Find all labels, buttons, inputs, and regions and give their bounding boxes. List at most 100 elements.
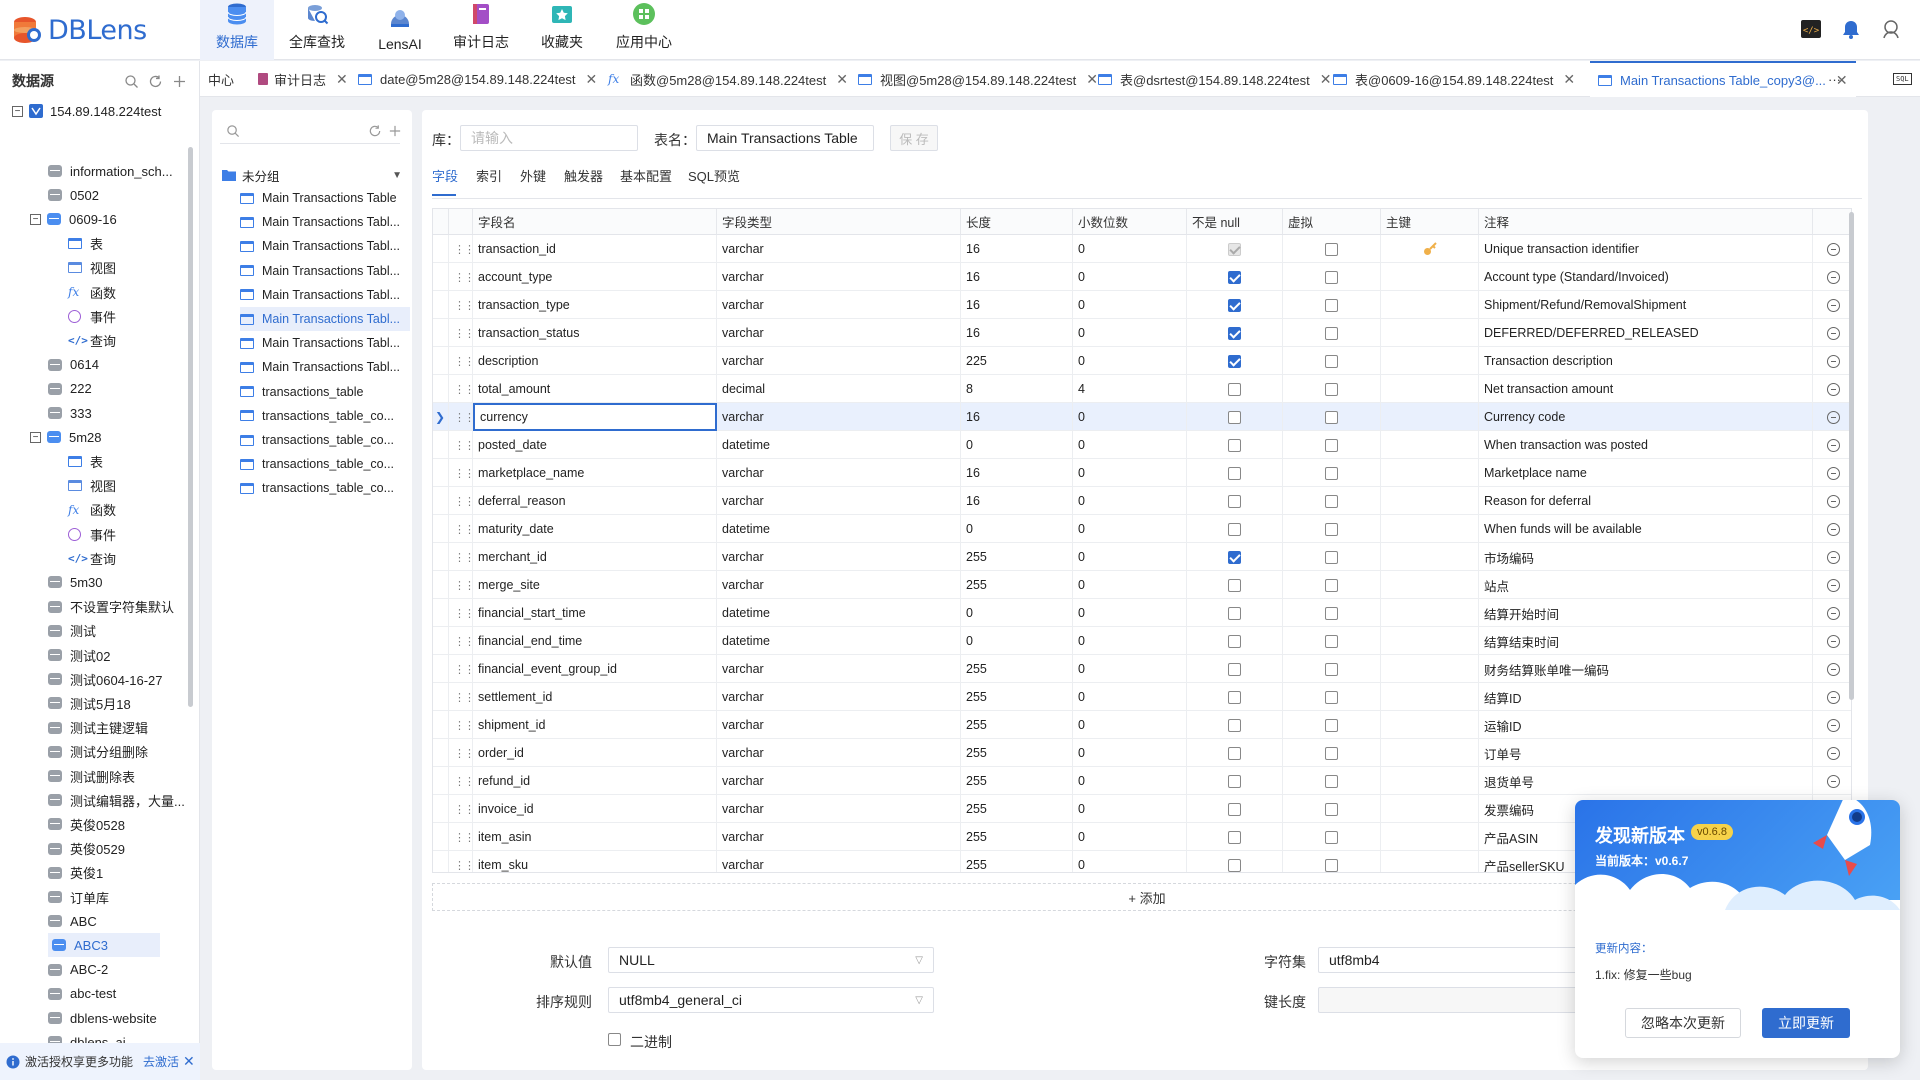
tree-item[interactable]: 事件: [68, 522, 116, 546]
tree-scrollbar[interactable]: [188, 147, 193, 707]
field-name-cell[interactable]: financial_start_time: [478, 606, 586, 620]
table-search-input[interactable]: [220, 118, 401, 144]
not-null-checkbox[interactable]: [1228, 438, 1241, 452]
field-name-cell[interactable]: refund_id: [478, 774, 531, 788]
drag-handle-icon[interactable]: ⋮⋮⋮: [454, 775, 473, 788]
table-list-item[interactable]: Main Transactions Tabl...: [240, 259, 410, 283]
field-name-cell[interactable]: merge_site: [478, 578, 540, 592]
nav-app-center[interactable]: 应用中心: [608, 0, 680, 60]
collapse-icon[interactable]: −: [30, 213, 41, 225]
default-select[interactable]: NULL ▽: [608, 947, 934, 973]
virtual-checkbox[interactable]: [1325, 662, 1338, 676]
code-window-icon[interactable]: </>: [1800, 18, 1822, 40]
comment-cell[interactable]: When funds will be available: [1484, 522, 1642, 536]
comment-cell[interactable]: 结算结束时间: [1484, 635, 1560, 650]
not-null-checkbox[interactable]: [1228, 494, 1241, 508]
field-type-cell[interactable]: datetime: [722, 606, 770, 620]
drag-handle-icon[interactable]: ⋮⋮⋮: [454, 607, 473, 620]
add-icon[interactable]: [172, 74, 187, 89]
tree-item[interactable]: 222: [48, 377, 92, 401]
virtual-checkbox[interactable]: [1325, 466, 1338, 480]
decimals-cell[interactable]: 0: [1078, 522, 1085, 536]
length-cell[interactable]: 255: [966, 746, 987, 760]
field-type-cell[interactable]: datetime: [722, 522, 770, 536]
table-row[interactable]: ⋮⋮⋮ merchant_id varchar 255 0 市场编码: [433, 543, 1851, 571]
decimals-cell[interactable]: 0: [1078, 494, 1085, 508]
tree-item[interactable]: ABC-2: [48, 958, 108, 982]
length-cell[interactable]: 16: [966, 466, 980, 480]
field-type-cell[interactable]: varchar: [722, 410, 764, 424]
close-icon[interactable]: ✕: [1319, 70, 1332, 87]
decimals-cell[interactable]: 0: [1078, 830, 1085, 844]
comment-cell[interactable]: Unique transaction identifier: [1484, 242, 1639, 256]
virtual-checkbox[interactable]: [1325, 774, 1338, 788]
table-row[interactable]: ⋮⋮⋮ item_sku varchar 255 0 产品sellerSKU: [433, 851, 1851, 872]
user-avatar-icon[interactable]: [1880, 18, 1902, 40]
field-type-cell[interactable]: varchar: [722, 466, 764, 480]
comment-cell[interactable]: 市场编码: [1484, 551, 1535, 566]
virtual-checkbox[interactable]: [1325, 494, 1338, 508]
comment-cell[interactable]: 订单号: [1484, 747, 1522, 762]
decimals-cell[interactable]: 0: [1078, 326, 1085, 340]
more-tabs-icon[interactable]: ···: [1828, 71, 1841, 87]
length-cell[interactable]: 0: [966, 522, 973, 536]
remove-field-icon[interactable]: [1826, 382, 1840, 396]
field-name-cell[interactable]: deferral_reason: [478, 494, 566, 508]
field-name-cell[interactable]: account_type: [478, 270, 553, 284]
decimals-cell[interactable]: 0: [1078, 242, 1085, 256]
remove-field-icon[interactable]: [1826, 270, 1840, 284]
tree-item[interactable]: 测试5月18: [48, 691, 131, 715]
remove-field-icon[interactable]: [1826, 634, 1840, 648]
comment-cell[interactable]: 结算ID: [1484, 691, 1522, 706]
table-list-item[interactable]: Main Transactions Tabl...: [240, 355, 410, 379]
virtual-checkbox[interactable]: [1325, 606, 1338, 620]
table-row[interactable]: ⋮⋮⋮ maturity_date datetime 0 0 When funds wil…: [433, 515, 1851, 543]
tree-item[interactable]: 事件: [68, 304, 116, 328]
close-icon[interactable]: ✕: [183, 1053, 195, 1069]
decimals-cell[interactable]: 0: [1078, 858, 1085, 872]
not-null-checkbox[interactable]: [1228, 326, 1241, 340]
not-null-checkbox[interactable]: [1228, 354, 1241, 368]
not-null-checkbox[interactable]: [1228, 578, 1241, 592]
drag-handle-icon[interactable]: ⋮⋮⋮: [454, 523, 473, 536]
length-cell[interactable]: 225: [966, 354, 987, 368]
virtual-checkbox[interactable]: [1325, 354, 1338, 368]
decimals-cell[interactable]: 0: [1078, 662, 1085, 676]
comment-cell[interactable]: DEFERRED/DEFERRED_RELEASED: [1484, 326, 1699, 340]
save-button[interactable]: 保 存: [890, 125, 938, 151]
table-row[interactable]: ⋮⋮⋮ posted_date datetime 0 0 When transaction…: [433, 431, 1851, 459]
refresh-icon[interactable]: [148, 74, 163, 89]
drag-handle-icon[interactable]: ⋮⋮⋮: [454, 859, 473, 872]
search-icon[interactable]: [124, 74, 139, 89]
tab-foreign-keys[interactable]: 外键: [520, 169, 547, 184]
virtual-checkbox[interactable]: [1325, 242, 1338, 256]
length-cell[interactable]: 255: [966, 858, 987, 872]
tree-item[interactable]: 5m30: [48, 570, 103, 594]
editor-tab[interactable]: 表@dsrtest@154.89.148.224test ✕: [1090, 61, 1339, 97]
virtual-checkbox[interactable]: [1325, 550, 1338, 564]
comment-cell[interactable]: 产品ASIN: [1484, 831, 1539, 846]
drag-handle-icon[interactable]: ⋮⋮⋮: [454, 271, 473, 284]
refresh-icon[interactable]: [368, 124, 382, 138]
activate-link[interactable]: 去激活: [143, 1055, 180, 1069]
length-cell[interactable]: 255: [966, 662, 987, 676]
grid-scrollbar[interactable]: [1849, 212, 1854, 700]
not-null-checkbox[interactable]: [1228, 466, 1241, 480]
decimals-cell[interactable]: 0: [1078, 270, 1085, 284]
field-name-cell[interactable]: order_id: [478, 746, 524, 760]
field-name-cell[interactable]: shipment_id: [478, 718, 546, 732]
not-null-checkbox[interactable]: [1228, 242, 1241, 256]
group-header[interactable]: 未分组 ▼: [222, 163, 412, 187]
drag-handle-icon[interactable]: ⋮⋮⋮: [454, 579, 473, 592]
remove-field-icon[interactable]: [1826, 550, 1840, 564]
nav-lensai[interactable]: LensAI: [366, 0, 434, 60]
tree-item[interactable]: 测试主键逻辑: [48, 716, 148, 740]
remove-field-icon[interactable]: [1826, 466, 1840, 480]
field-name-cell[interactable]: item_sku: [478, 858, 529, 872]
table-row[interactable]: ⋮⋮⋮ settlement_id varchar 255 0 结算ID: [433, 683, 1851, 711]
tree-item[interactable]: information_sch...: [48, 159, 173, 183]
table-list-item[interactable]: Main Transactions Tabl...: [240, 307, 410, 331]
tree-item[interactable]: abc-test: [48, 982, 116, 1006]
not-null-checkbox[interactable]: [1228, 606, 1241, 620]
table-list-item[interactable]: Main Transactions Table: [240, 186, 410, 210]
